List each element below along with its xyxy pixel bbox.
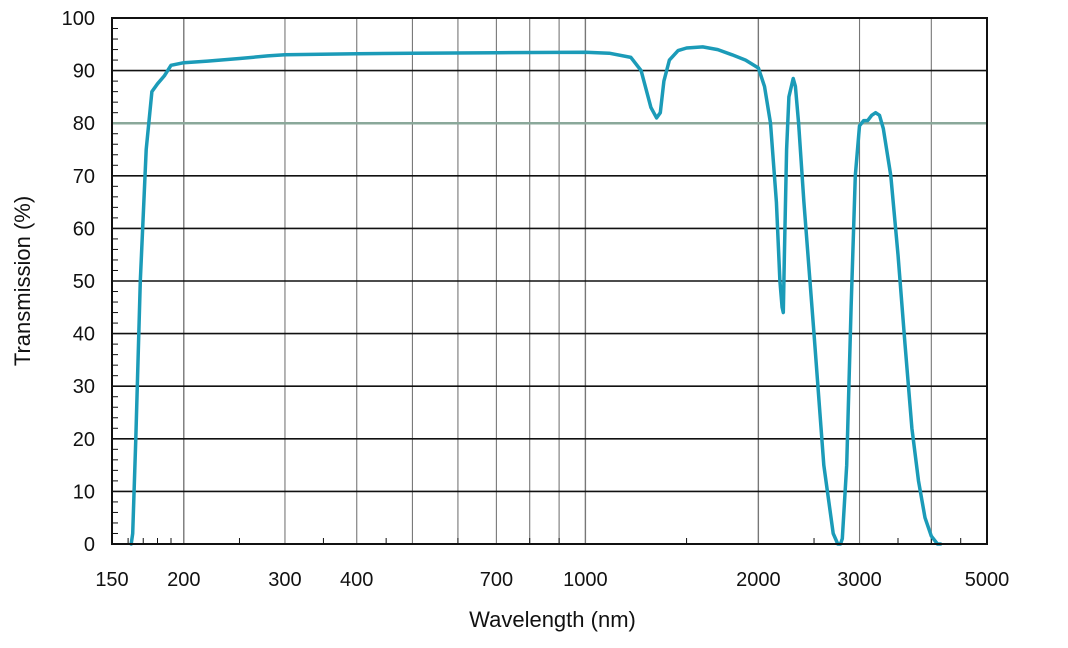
x-axis-tick-labels: 150 200 300 400 700 1000 2000 3000 5000 (95, 569, 1009, 591)
y-tick-label: 40 (73, 324, 95, 346)
x-tick-label: 700 (480, 569, 513, 591)
minor-tick-marks (112, 28, 962, 544)
x-tick-label: 400 (340, 569, 373, 591)
x-tick-label: 2000 (736, 569, 781, 591)
x-tick-label: 5000 (965, 569, 1010, 591)
y-tick-label: 90 (73, 61, 95, 83)
y-tick-label: 30 (73, 376, 95, 398)
transmission-series-line (129, 45, 943, 546)
y-tick-label: 0 (84, 534, 95, 556)
x-tick-label: 200 (167, 569, 200, 591)
y-tick-label: 50 (73, 271, 95, 293)
y-tick-label: 70 (73, 166, 95, 188)
y-axis-label: Transmission (%) (10, 196, 35, 366)
x-tick-label: 3000 (837, 569, 882, 591)
y-tick-label: 60 (73, 218, 95, 240)
y-axis-tick-labels: 0 10 20 30 40 50 60 70 80 90 100 (62, 8, 95, 556)
y-tick-label: 100 (62, 8, 95, 30)
y-tick-label: 10 (73, 481, 95, 503)
x-tick-label: 300 (268, 569, 301, 591)
x-axis-label: Wavelength (nm) (469, 607, 636, 632)
x-tick-label: 150 (95, 569, 128, 591)
plot-frame (111, 17, 988, 545)
y-tick-label: 80 (73, 113, 95, 135)
y-tick-label: 20 (73, 429, 95, 451)
x-tick-label: 1000 (563, 569, 608, 591)
grid (112, 18, 987, 544)
